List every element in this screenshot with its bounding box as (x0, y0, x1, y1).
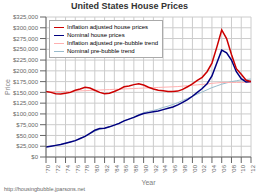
html-text:United States House Prices: United States House Prices (71, 1, 188, 11)
html-text:http://housingbubble.jparsons.: http://housingbubble.jparsons.net (4, 186, 85, 192)
svg-text:'90: '90 (143, 164, 149, 172)
svg-text:$300,000: $300,000 (13, 25, 39, 31)
svg-text:$250,000: $250,000 (13, 46, 39, 52)
svg-text:'94: '94 (162, 164, 168, 172)
svg-text:'08: '08 (231, 164, 237, 172)
svg-text:'04: '04 (211, 164, 217, 172)
svg-text:$225,000: $225,000 (13, 57, 39, 63)
svg-text:$175,000: $175,000 (13, 79, 39, 85)
svg-text:$200,000: $200,000 (13, 68, 39, 74)
svg-text:'00: '00 (192, 164, 198, 172)
svg-text:'88: '88 (133, 164, 139, 172)
svg-text:'84: '84 (114, 164, 120, 172)
svg-text:'10: '10 (240, 164, 246, 172)
svg-text:$325,000: $325,000 (13, 14, 39, 20)
svg-text:$25,000: $25,000 (16, 143, 38, 149)
svg-text:'02: '02 (201, 164, 207, 172)
svg-text:'86: '86 (123, 164, 129, 172)
svg-text:'96: '96 (172, 164, 178, 172)
svg-text:$150,000: $150,000 (13, 90, 39, 96)
svg-text:$50,000: $50,000 (16, 133, 38, 139)
svg-text:$75,000: $75,000 (16, 122, 38, 128)
html-text:Inflation adjusted pre-bubble: Inflation adjusted pre-bubble trend (67, 40, 159, 46)
svg-text:$275,000: $275,000 (13, 36, 39, 42)
html-text:Nominal house prices: Nominal house prices (67, 32, 125, 38)
svg-text:Price: Price (8, 79, 11, 95)
svg-text:'06: '06 (221, 164, 227, 172)
html-text:Inflation adjusted house price: Inflation adjusted house prices (67, 24, 149, 30)
svg-text:$125,000: $125,000 (13, 100, 39, 106)
svg-text:Year: Year (141, 179, 156, 185)
svg-text:'80: '80 (94, 164, 100, 172)
svg-text:'92: '92 (153, 164, 159, 172)
svg-text:'82: '82 (104, 164, 110, 172)
svg-text:'12: '12 (250, 164, 251, 172)
html-text:Nominal pre-bubble trend: Nominal pre-bubble trend (67, 48, 135, 54)
svg-text:'74: '74 (65, 164, 71, 172)
svg-text:'78: '78 (84, 164, 90, 172)
svg-text:$0: $0 (31, 154, 38, 160)
svg-text:$100,000: $100,000 (13, 111, 39, 117)
svg-text:'98: '98 (182, 164, 188, 172)
svg-text:'76: '76 (75, 164, 81, 172)
svg-text:'70: '70 (45, 164, 51, 172)
svg-text:'72: '72 (55, 164, 61, 172)
